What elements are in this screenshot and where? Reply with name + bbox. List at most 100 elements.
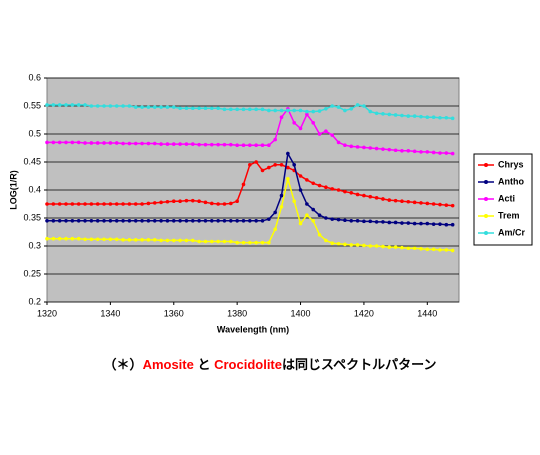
data-point — [51, 219, 56, 223]
data-point — [127, 104, 132, 108]
data-point — [444, 248, 449, 252]
data-point — [222, 142, 227, 147]
data-point — [248, 107, 252, 112]
data-point — [197, 142, 201, 147]
data-point — [241, 182, 246, 187]
data-point — [393, 245, 398, 249]
data-point — [108, 202, 113, 206]
data-point — [121, 202, 125, 206]
data-point — [159, 142, 163, 146]
data-point — [216, 239, 220, 244]
data-point — [400, 221, 404, 225]
data-point — [171, 238, 176, 243]
data-point — [102, 202, 106, 206]
data-point — [279, 193, 284, 198]
data-point — [374, 244, 379, 248]
data-point — [412, 149, 417, 154]
data-point — [102, 141, 106, 145]
data-point — [45, 202, 49, 206]
data-point — [267, 217, 271, 221]
data-point — [146, 219, 151, 223]
data-point — [425, 150, 430, 154]
data-point — [190, 219, 195, 223]
data-point — [406, 221, 411, 225]
data-point — [286, 151, 290, 156]
data-point — [355, 219, 360, 223]
data-point — [355, 243, 360, 247]
data-point — [140, 105, 144, 109]
data-point — [70, 236, 75, 241]
data-point — [133, 202, 138, 206]
data-point — [45, 140, 49, 145]
data-point — [267, 108, 271, 113]
data-point — [76, 140, 81, 145]
data-point — [45, 103, 49, 107]
data-point — [254, 160, 258, 164]
data-point — [279, 163, 284, 167]
data-point — [133, 105, 138, 109]
data-point — [387, 198, 392, 202]
data-point — [171, 105, 176, 109]
data-point — [83, 103, 87, 107]
data-point — [89, 202, 94, 206]
data-point — [64, 219, 68, 223]
data-point — [203, 200, 208, 205]
data-point — [210, 239, 214, 244]
x-tick-label: 1400 — [291, 308, 311, 318]
data-point — [286, 177, 290, 181]
data-point — [381, 112, 385, 116]
data-point — [292, 163, 297, 167]
data-point — [229, 219, 233, 223]
data-point — [260, 240, 265, 245]
data-point — [400, 149, 404, 153]
data-point — [57, 103, 62, 107]
data-point — [83, 219, 87, 223]
data-point — [57, 202, 62, 206]
data-point — [317, 183, 322, 188]
data-point — [178, 106, 182, 111]
data-point — [184, 106, 189, 111]
data-point — [254, 219, 258, 223]
data-point — [140, 219, 144, 223]
data-point — [406, 114, 411, 118]
data-point — [89, 141, 94, 145]
data-point — [254, 143, 258, 147]
data-point — [235, 240, 239, 245]
data-point — [203, 106, 208, 111]
data-point — [305, 178, 309, 182]
data-point — [400, 113, 404, 118]
data-point — [324, 107, 328, 111]
data-point — [235, 199, 239, 203]
data-point — [89, 104, 94, 108]
data-point — [248, 143, 252, 147]
data-point — [127, 202, 132, 206]
data-point — [152, 238, 157, 242]
data-point — [349, 191, 354, 195]
data-point — [216, 142, 220, 147]
footnote-part: （＊） — [104, 357, 143, 372]
data-point — [330, 217, 335, 221]
data-point — [343, 108, 347, 113]
data-point — [229, 107, 233, 112]
data-point — [222, 107, 227, 112]
data-point — [197, 239, 201, 244]
data-point — [355, 192, 360, 197]
data-point — [127, 141, 132, 146]
data-point — [222, 202, 227, 206]
data-point — [438, 151, 442, 155]
data-point — [412, 221, 417, 226]
legend-label: Chrys — [498, 159, 524, 169]
data-point — [83, 141, 87, 145]
data-point — [178, 142, 182, 146]
data-point — [235, 107, 239, 112]
data-point — [267, 143, 271, 147]
data-point — [203, 219, 208, 223]
data-point — [267, 240, 271, 245]
data-point — [292, 199, 297, 203]
data-point — [121, 219, 125, 223]
data-point — [165, 199, 170, 204]
data-point — [330, 241, 335, 245]
data-point — [133, 219, 138, 223]
data-point — [146, 238, 151, 242]
